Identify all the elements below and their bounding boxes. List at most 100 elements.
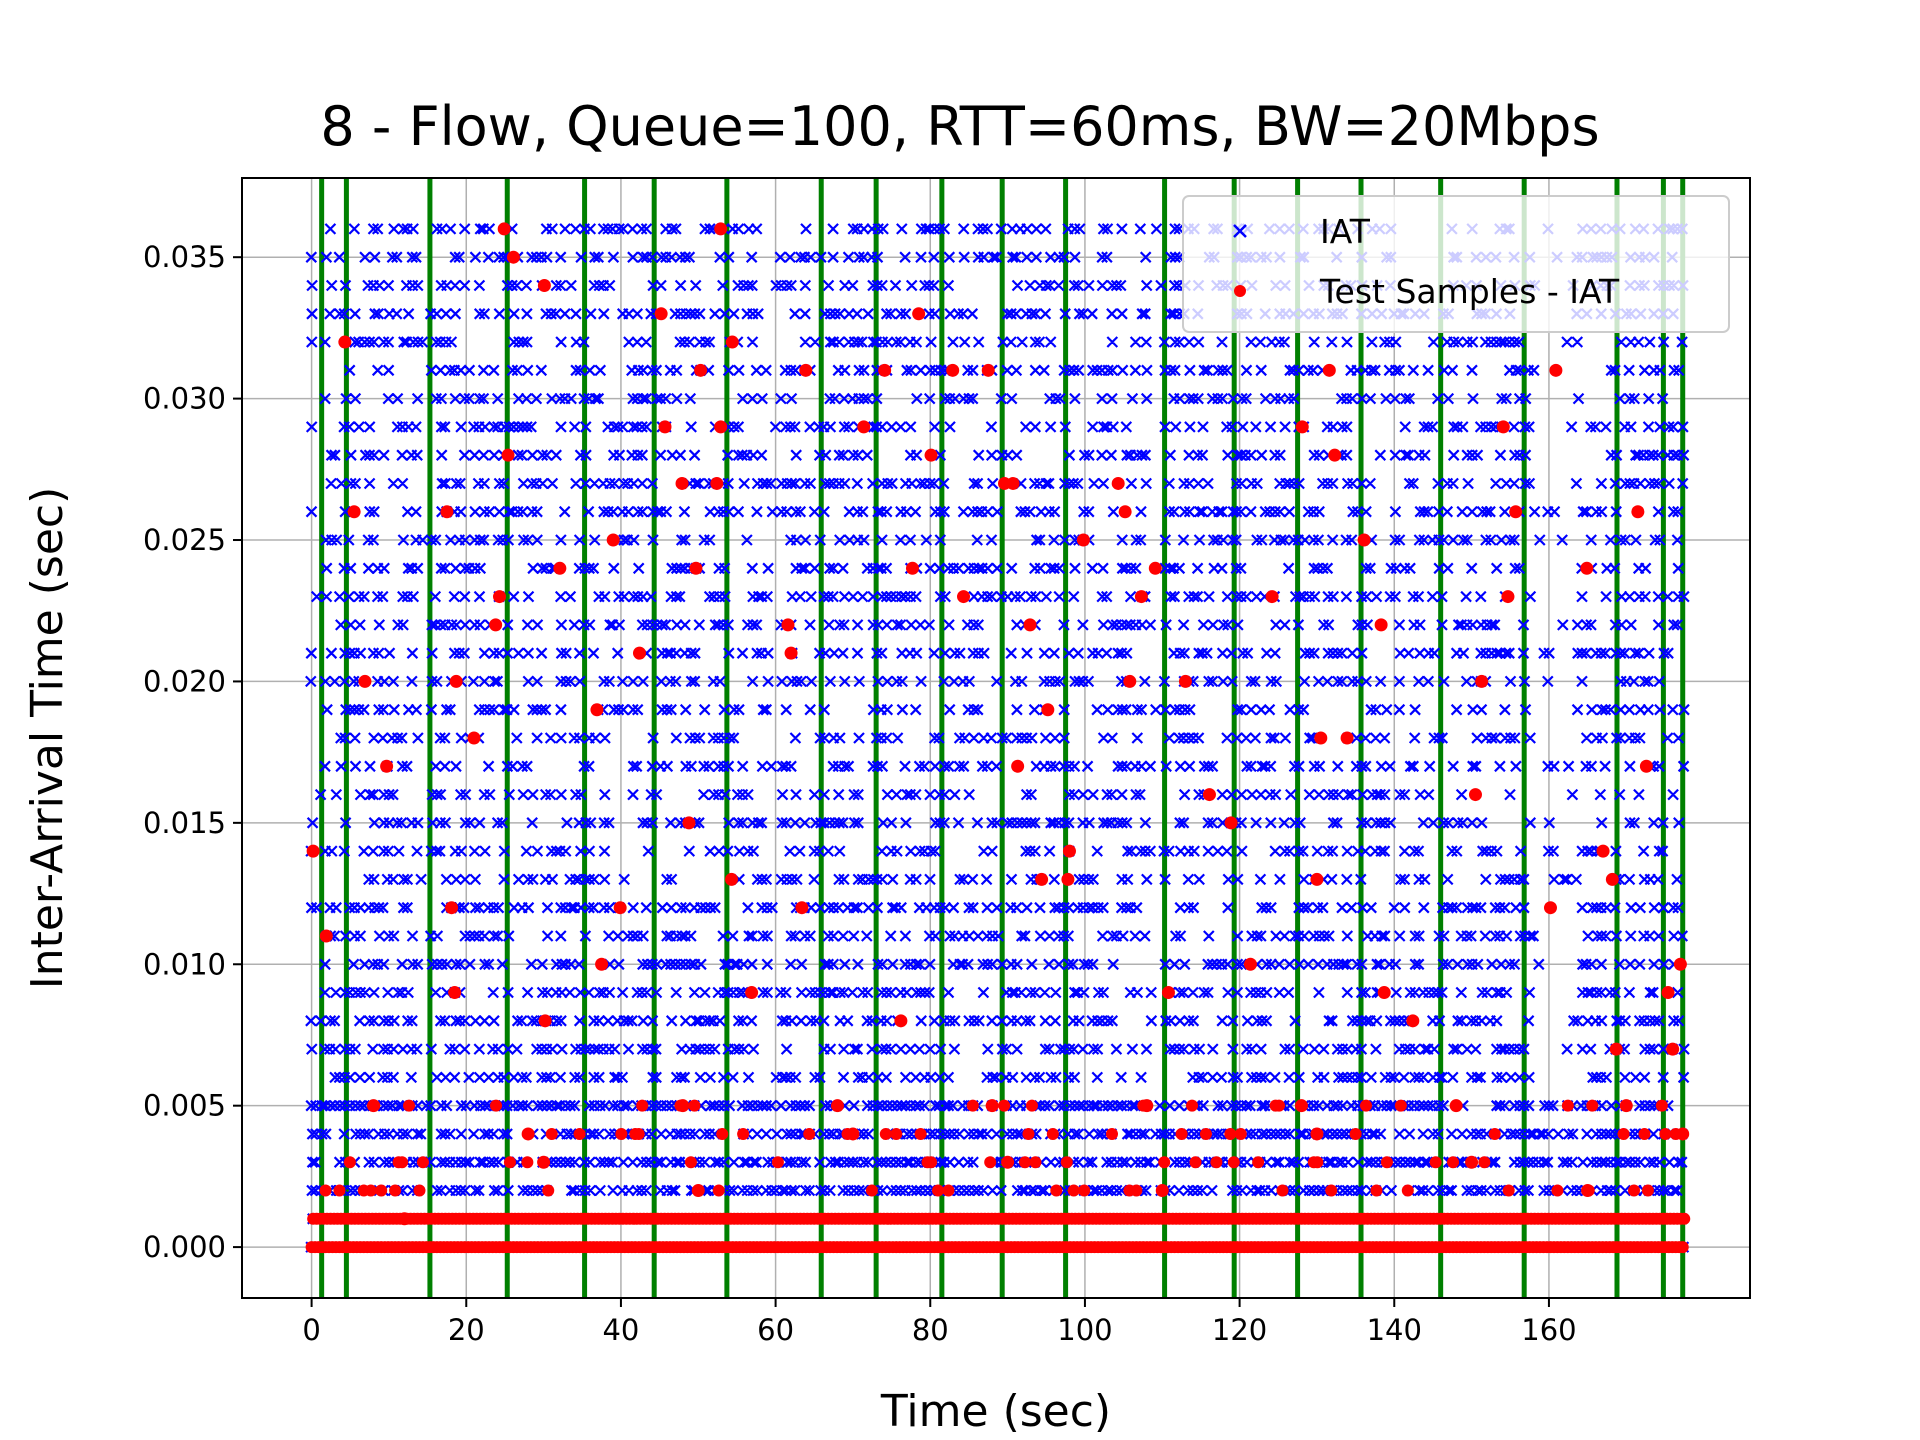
test-sample-point <box>397 1212 411 1226</box>
test-sample-point <box>1061 872 1075 886</box>
test-sample-point <box>1655 1099 1668 1112</box>
test-sample-point <box>1006 476 1020 490</box>
test-sample-point <box>1189 1156 1202 1169</box>
test-sample-point <box>1501 590 1515 604</box>
test-sample-point <box>537 1155 551 1169</box>
test-sample-point <box>1025 1099 1038 1112</box>
test-sample-point <box>676 1099 690 1113</box>
test-sample-point <box>1295 420 1309 434</box>
y-tick-label: 0.035 <box>143 240 226 274</box>
y-tick-label: 0.030 <box>143 382 226 416</box>
test-sample-point <box>1310 872 1324 886</box>
test-sample-point <box>725 872 739 886</box>
test-sample-point <box>1322 363 1336 377</box>
test-sample-point <box>333 1184 346 1197</box>
test-sample-point <box>1134 590 1148 604</box>
x-tick-label: 100 <box>1057 1313 1112 1347</box>
test-sample-point <box>467 731 481 745</box>
legend-label-test: Test Samples - IAT <box>1319 272 1620 311</box>
test-sample-point <box>1676 1241 1689 1254</box>
test-sample-point <box>1078 1184 1091 1197</box>
test-sample-point <box>675 476 689 490</box>
test-sample-point <box>1158 1156 1171 1169</box>
test-sample-point <box>537 278 551 292</box>
test-sample-point <box>914 1127 927 1140</box>
test-sample-point <box>658 420 672 434</box>
test-sample-point <box>1639 759 1653 773</box>
test-sample-point <box>375 1184 388 1197</box>
x-tick-label: 60 <box>757 1313 794 1347</box>
test-sample-point <box>1161 986 1175 1000</box>
test-sample-point <box>1325 1184 1338 1197</box>
test-sample-point <box>1175 1127 1188 1140</box>
x-tick-label: 0 <box>302 1313 320 1347</box>
test-sample-point <box>781 618 795 632</box>
test-sample-point <box>545 1127 558 1140</box>
test-sample-point <box>632 646 646 660</box>
legend-iat-marker <box>1233 224 1247 238</box>
test-sample-point <box>1311 1156 1324 1169</box>
test-sample-point <box>1202 788 1216 802</box>
test-sample-point <box>366 1099 380 1113</box>
test-sample-point <box>1380 1156 1393 1169</box>
test-sample-point <box>416 1156 429 1169</box>
test-sample-point <box>493 590 507 604</box>
test-sample-point <box>343 1156 356 1169</box>
test-sample-point <box>984 1156 997 1169</box>
test-sample-point <box>490 1099 503 1112</box>
test-sample-point <box>865 1184 878 1197</box>
test-sample-point <box>1661 986 1675 1000</box>
test-sample-point <box>1130 1184 1143 1197</box>
test-sample-point <box>503 1156 516 1169</box>
test-sample-point <box>890 1127 903 1140</box>
test-sample-point <box>521 1127 535 1141</box>
test-sample-point <box>710 476 724 490</box>
test-sample-point <box>1468 788 1482 802</box>
test-sample-point <box>1543 901 1557 915</box>
test-sample-point <box>1227 1156 1240 1169</box>
test-sample-point <box>501 448 515 462</box>
x-tick-label: 140 <box>1367 1313 1422 1347</box>
test-sample-point <box>1666 1042 1680 1056</box>
test-sample-point <box>1155 1184 1169 1198</box>
test-sample-point <box>737 1127 750 1140</box>
test-sample-point <box>521 1156 534 1169</box>
test-sample-point <box>1502 1184 1515 1197</box>
x-axis: 0 20 40 60 80 100 120 140 160 <box>302 1298 1577 1347</box>
test-sample-point <box>932 1184 944 1197</box>
test-sample-point <box>347 505 361 519</box>
test-sample-point <box>1449 1099 1463 1113</box>
test-sample-point <box>981 363 995 377</box>
test-sample-point <box>924 448 938 462</box>
test-sample-point <box>1001 1155 1015 1169</box>
test-sample-point <box>1314 731 1328 745</box>
test-sample-point <box>1062 844 1076 858</box>
test-sample-point <box>857 420 871 434</box>
test-sample-point <box>1046 1127 1059 1140</box>
test-sample-point <box>985 1099 999 1113</box>
test-sample-point <box>1224 1127 1237 1140</box>
legend-label-iat: IAT <box>1320 212 1371 251</box>
test-sample-point <box>1019 1156 1031 1169</box>
test-sample-point <box>795 901 809 915</box>
test-sample-point <box>1234 1127 1247 1140</box>
test-sample-point <box>1140 1099 1154 1113</box>
test-sample-point <box>396 1156 409 1169</box>
test-sample-point <box>1041 703 1055 717</box>
test-sample-point <box>1243 957 1257 971</box>
test-sample-point <box>803 1127 816 1140</box>
test-sample-point <box>745 986 759 1000</box>
legend: IAT Test Samples - IAT <box>1182 195 1730 333</box>
test-sample-point <box>1273 1099 1286 1112</box>
test-sample-point <box>1447 1156 1460 1169</box>
test-sample-point <box>784 646 798 660</box>
test-sample-point <box>684 1156 697 1169</box>
test-sample-point <box>1619 1099 1633 1113</box>
test-sample-point <box>1551 1184 1564 1197</box>
test-sample-point <box>595 957 609 971</box>
test-sample-point <box>497 222 511 236</box>
test-sample-point <box>1050 1184 1063 1197</box>
test-sample-point <box>1676 1127 1690 1141</box>
test-sample-point <box>389 1184 402 1197</box>
